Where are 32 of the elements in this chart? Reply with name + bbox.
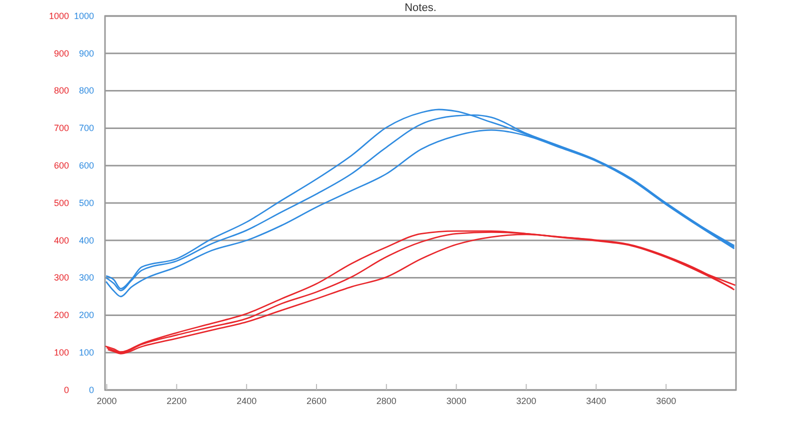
x-tick-label: 3000	[446, 396, 466, 406]
y-tick-label: 300	[54, 272, 69, 283]
y2-tick-label: 700	[78, 123, 94, 134]
y-tick-label: 0	[64, 384, 69, 395]
chart-title: Notes.	[404, 2, 436, 14]
x-tick-label: 2600	[306, 396, 327, 406]
y2-tick-label: 200	[78, 310, 94, 320]
x-tick-label: 2400	[236, 396, 257, 406]
x-tick-label: 2800	[376, 396, 396, 406]
x-tick-label: 3400	[586, 396, 606, 406]
x-tick-label: 2000	[96, 396, 117, 406]
y-tick-label: 800	[54, 86, 69, 96]
y2-tick-label: 800	[78, 86, 94, 96]
y2-tick-label: 400	[78, 235, 94, 246]
y-tick-label: 200	[54, 310, 69, 320]
y2-tick-label: 1000	[74, 10, 94, 21]
x-tick-label: 2200	[166, 396, 187, 406]
y-tick-label: 600	[54, 160, 69, 170]
x-tick-label: 3600	[656, 396, 676, 406]
y2-tick-label: 500	[78, 198, 94, 208]
y-tick-label: 1000	[48, 10, 69, 21]
y2-tick-label: 0	[88, 384, 94, 395]
y-tick-label: 500	[54, 198, 69, 208]
y2-tick-label: 300	[78, 272, 94, 283]
x-tick-label: 3200	[516, 396, 536, 406]
y-tick-label: 100	[54, 347, 69, 358]
y-tick-label: 400	[54, 235, 69, 246]
y2-tick-label: 900	[78, 48, 94, 58]
y-tick-label: 700	[54, 123, 69, 134]
y-tick-label: 900	[54, 48, 69, 58]
y2-tick-label: 100	[78, 347, 94, 358]
y2-tick-label: 600	[78, 160, 94, 170]
